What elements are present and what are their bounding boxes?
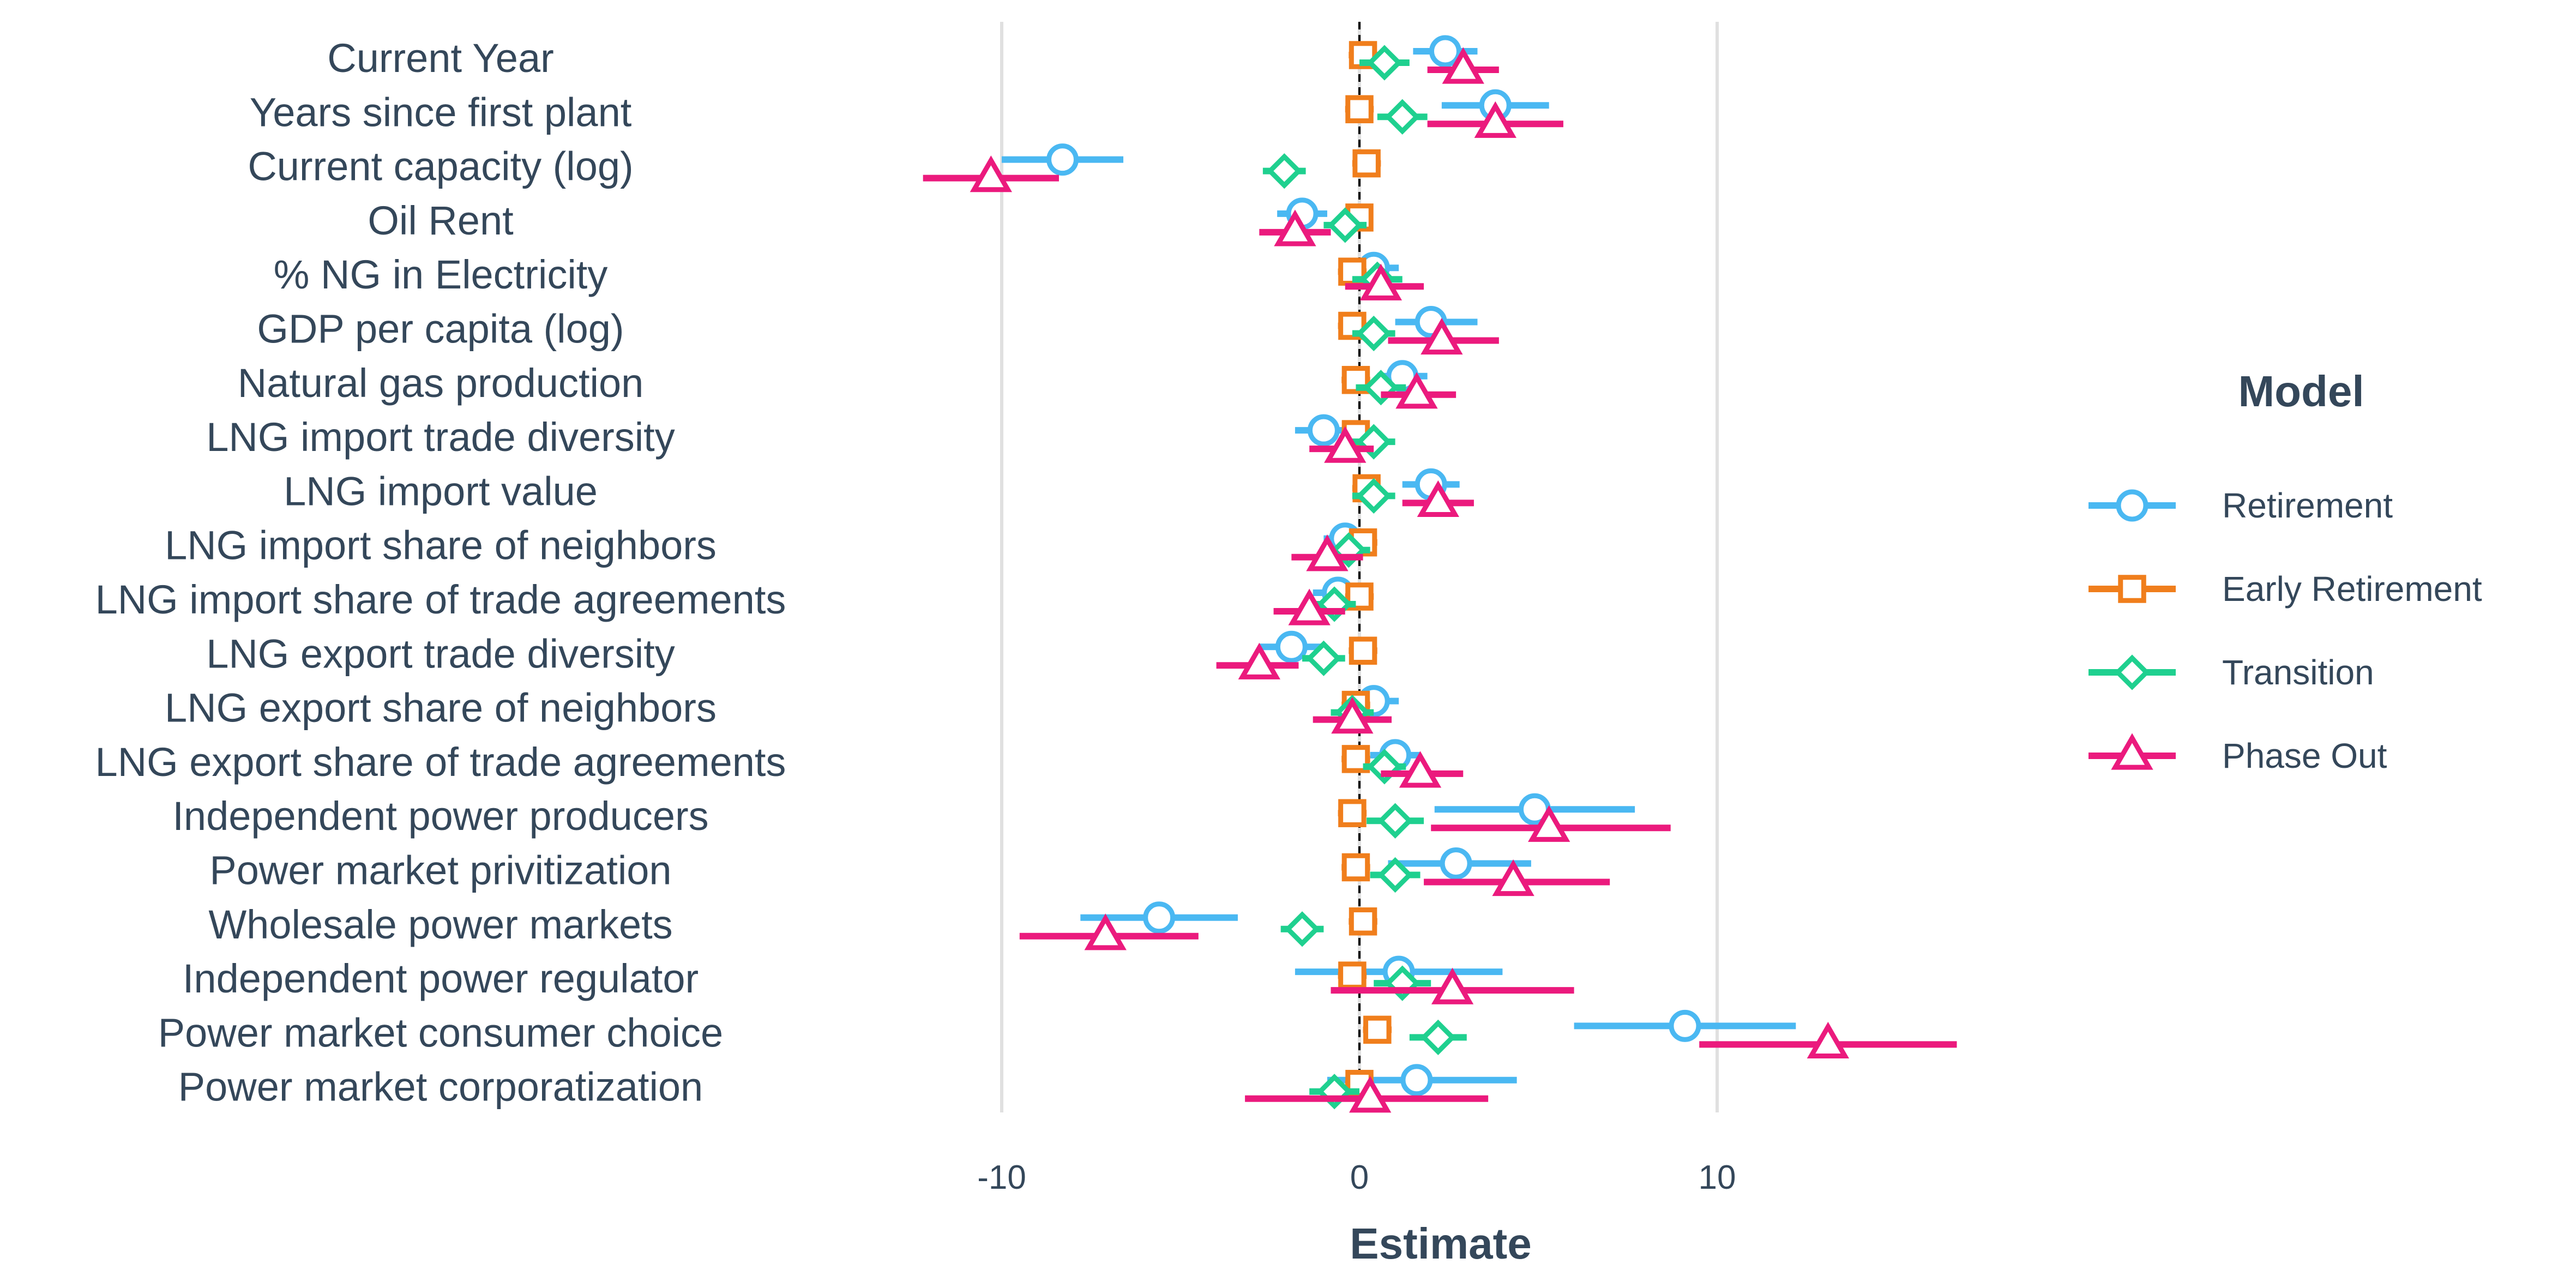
point-marker [1266,153,1302,189]
x-tick-labels: -10 0 10 [977,1159,1736,1196]
category-label: Power market privitization [209,848,671,893]
legend-item: Retirement [2089,486,2393,525]
category-labels: Current Year Years since first plant Curre… [95,35,786,1110]
legend-items: Retirement Early Retirement Transition Phas… [2089,486,2482,775]
point-marker [1274,209,1316,246]
point-marker [1429,35,1461,68]
legend-item: Early Retirement [2089,569,2482,609]
legend-swatch-marker [2111,733,2153,770]
legend-swatch-marker [2116,489,2148,522]
legend-swatch-marker [2118,575,2146,603]
category-label: Current capacity (log) [248,144,633,189]
category-label: LNG import share of trade agreements [95,577,786,622]
point-marker [1442,47,1484,84]
point-marker [1377,857,1413,893]
point-marker [1492,859,1534,896]
legend-label: Transition [2222,653,2374,692]
point-marker [1367,45,1403,81]
point-marker [1400,1064,1433,1097]
category-label: LNG export share of trade agreements [95,739,786,785]
point-marker [1331,697,1374,734]
point-marker [1420,1019,1456,1056]
point-marker [1338,799,1367,827]
legend-title: Model [2238,367,2364,416]
category-label: Wholesale power markets [208,902,672,947]
point-marker [1345,95,1374,124]
point-marker [1046,143,1079,176]
category-label: GDP per capita (log) [257,306,624,352]
series-early-retirement [1338,41,1392,1098]
category-label: % NG in Electricity [274,252,608,297]
point-marker [1399,751,1442,788]
legend: Model Retirement Early Retirement Transiti… [2089,367,2482,775]
point-marker [1275,630,1308,663]
point-marker [1288,588,1331,625]
point-marker [1324,426,1367,463]
point-marker [1084,913,1127,950]
point-marker [1349,1076,1392,1113]
point-marker [970,155,1012,192]
point-marker [1474,101,1516,138]
point-marker [1359,263,1403,300]
series-layer [923,35,1957,1113]
point-marker [1349,907,1377,936]
category-label: LNG import trade diversity [206,414,675,460]
category-label: Oil Rent [368,198,514,243]
category-label: LNG import value [284,468,598,514]
point-marker [1143,901,1176,934]
legend-item: Transition [2089,653,2374,692]
point-marker [1356,478,1392,514]
point-marker [1807,1021,1850,1059]
series-phase-out [923,47,1957,1113]
point-marker [1338,961,1367,990]
category-label: Years since first plant [250,89,632,135]
point-marker [1345,582,1374,611]
point-marker [1306,534,1349,571]
series-transition [1262,45,1467,1110]
x-tick-label: -10 [977,1159,1026,1196]
x-axis-title: Estimate [1350,1219,1531,1268]
point-marker [1417,480,1459,517]
category-label: LNG import share of neighbors [165,523,717,568]
category-label: LNG export trade diversity [206,631,675,676]
category-label: Power market corporatization [178,1064,703,1110]
point-marker [1305,640,1342,676]
point-marker [1238,642,1280,679]
category-label: Natural gas production [238,360,644,406]
point-marker [1352,149,1381,178]
point-marker [1669,1009,1701,1042]
category-label: Independent power producers [172,793,708,839]
category-label: Power market consumer choice [158,1010,723,1055]
category-label: LNG export share of neighbors [165,685,717,731]
point-marker [1284,911,1320,947]
legend-swatch-marker [2114,654,2150,690]
point-marker [1327,207,1363,243]
point-marker [1421,317,1463,355]
point-marker [1377,803,1413,839]
point-marker [1349,636,1377,665]
point-marker [1528,805,1570,842]
x-tick-label: 10 [1699,1159,1736,1196]
point-marker [1307,414,1340,447]
point-marker [1431,967,1474,1004]
point-marker [1440,847,1472,880]
category-label: Independent power regulator [183,956,699,1001]
x-tick-label: 0 [1350,1159,1369,1196]
point-marker [1341,853,1370,882]
point-marker [1395,372,1438,409]
legend-label: Phase Out [2222,736,2387,775]
point-marker [1385,99,1421,135]
category-label: Current Year [327,35,554,81]
point-marker [1363,1015,1392,1044]
legend-item: Phase Out [2089,733,2387,775]
legend-label: Early Retirement [2222,569,2482,609]
point-marker [1356,315,1392,352]
legend-label: Retirement [2222,486,2393,525]
